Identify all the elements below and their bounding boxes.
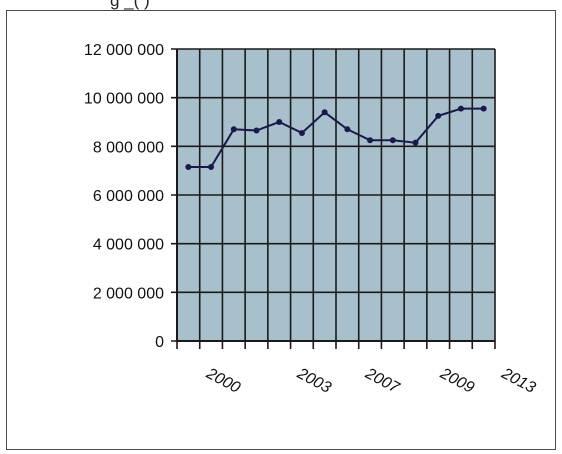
data-point [276, 119, 283, 125]
chart-title-text: g _( ) [110, 0, 150, 10]
data-point [230, 126, 237, 133]
data-point [457, 105, 464, 112]
data-point [435, 112, 442, 119]
data-point [412, 139, 419, 146]
y-tick-label: 6 000 000 [93, 188, 164, 205]
y-tick-label: 8 000 000 [93, 139, 164, 156]
y-tick-label: 10 000 000 [84, 91, 164, 108]
data-point [185, 164, 192, 171]
y-tick-label: 12 000 000 [84, 42, 164, 59]
data-point [253, 127, 260, 134]
data-point [480, 105, 487, 112]
y-tick-label: 4 000 000 [93, 237, 164, 254]
data-point [321, 109, 328, 116]
chart-title-fragment: g _( ) [0, 0, 562, 12]
x-tick-label: 2009 [437, 365, 477, 397]
x-tick-label: 2013 [498, 365, 538, 397]
x-tick-label: 2007 [362, 365, 403, 398]
x-tick-label: 2000 [203, 365, 243, 397]
series-line [188, 107, 484, 169]
y-tick-label: 0 [155, 334, 164, 351]
data-point [298, 129, 305, 136]
data-point [389, 137, 396, 144]
x-tick-label: 2003 [293, 365, 333, 397]
data-point [208, 164, 215, 171]
data-point [367, 137, 374, 144]
data-point [344, 126, 351, 133]
y-tick-label: 2 000 000 [93, 285, 164, 302]
